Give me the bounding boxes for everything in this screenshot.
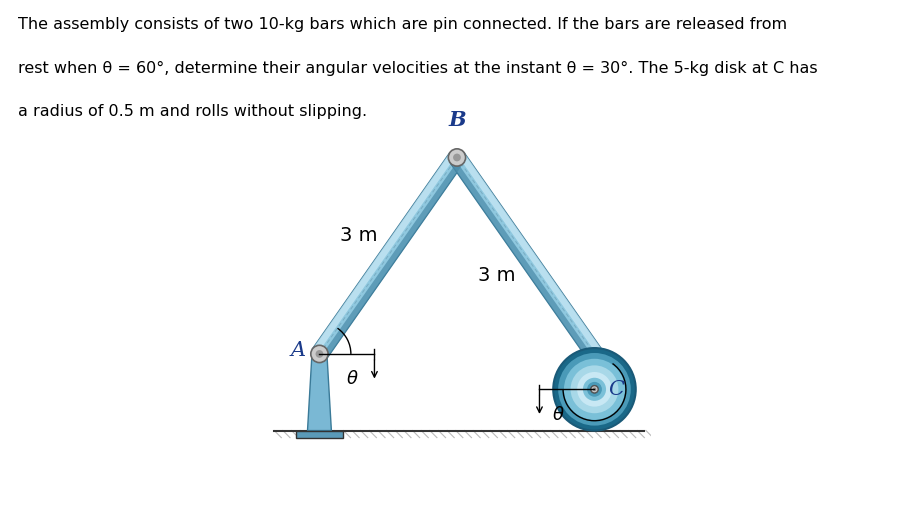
Text: C: C — [608, 380, 624, 399]
Circle shape — [592, 387, 596, 391]
Text: The assembly consists of two 10-kg bars which are pin connected. If the bars are: The assembly consists of two 10-kg bars … — [18, 18, 787, 33]
Text: rest when θ = 60°, determine their angular velocities at the instant θ = 30°. Th: rest when θ = 60°, determine their angul… — [18, 61, 818, 76]
Polygon shape — [308, 354, 331, 431]
Circle shape — [564, 359, 625, 420]
Text: $\theta$: $\theta$ — [552, 406, 565, 424]
Polygon shape — [296, 431, 343, 437]
Text: A: A — [290, 341, 306, 359]
Circle shape — [591, 386, 598, 393]
Circle shape — [449, 149, 466, 166]
Circle shape — [571, 366, 619, 413]
Circle shape — [311, 345, 329, 362]
Text: 3 m: 3 m — [478, 266, 515, 285]
Circle shape — [591, 385, 599, 393]
Text: a radius of 0.5 m and rolls without slipping.: a radius of 0.5 m and rolls without slip… — [18, 104, 368, 119]
Circle shape — [316, 350, 323, 358]
Text: $\theta$: $\theta$ — [346, 371, 359, 388]
Circle shape — [587, 382, 602, 397]
Polygon shape — [312, 153, 456, 353]
Circle shape — [453, 154, 460, 161]
Text: B: B — [448, 110, 466, 130]
Circle shape — [553, 348, 636, 431]
Polygon shape — [459, 153, 602, 353]
Polygon shape — [321, 159, 464, 359]
Circle shape — [583, 378, 606, 401]
Text: 3 m: 3 m — [340, 226, 378, 245]
Polygon shape — [450, 153, 602, 359]
Polygon shape — [312, 153, 464, 359]
Circle shape — [577, 372, 612, 407]
Polygon shape — [450, 159, 592, 359]
Circle shape — [558, 353, 631, 425]
